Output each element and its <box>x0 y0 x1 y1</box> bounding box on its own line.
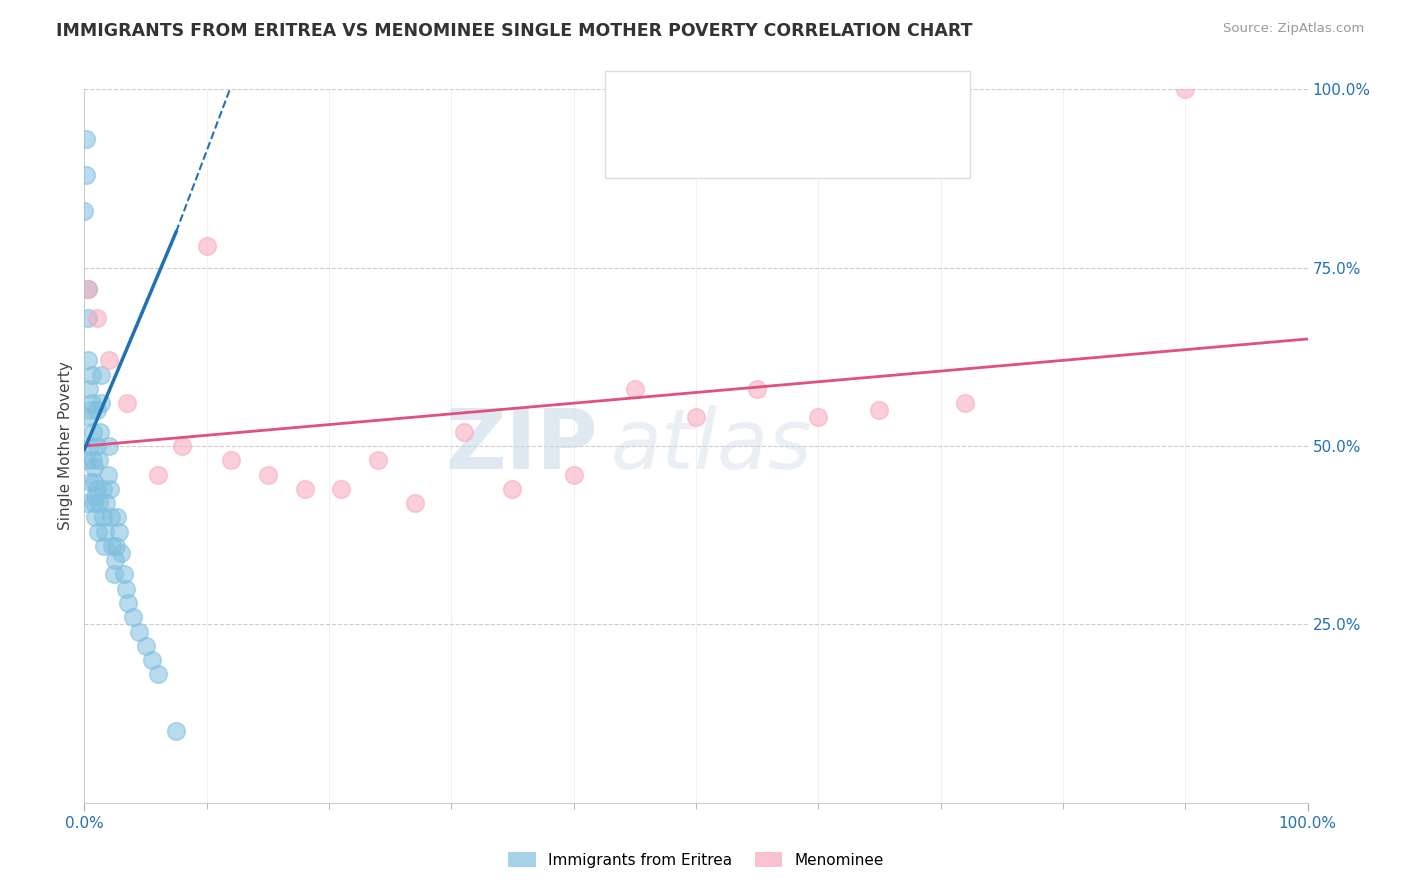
Point <box>122 610 145 624</box>
Text: N =: N = <box>817 139 853 157</box>
Point <box>93 539 115 553</box>
Point <box>110 546 132 560</box>
Point <box>96 496 118 510</box>
Text: 56: 56 <box>868 91 891 109</box>
Point <box>84 510 107 524</box>
Point <box>747 382 769 396</box>
Point <box>294 482 316 496</box>
Text: Source: ZipAtlas.com: Source: ZipAtlas.com <box>1223 22 1364 36</box>
Point <box>453 425 475 439</box>
Point <box>115 396 138 410</box>
Text: N =: N = <box>817 91 853 109</box>
Point <box>91 510 114 524</box>
Point <box>624 382 647 396</box>
Point <box>83 496 105 510</box>
Point <box>135 639 157 653</box>
Point <box>195 239 218 253</box>
Point <box>146 667 169 681</box>
Text: ZIP: ZIP <box>446 406 598 486</box>
Point <box>76 496 98 510</box>
Point <box>107 524 129 539</box>
Point <box>141 653 163 667</box>
Point <box>80 368 103 382</box>
Point <box>100 510 122 524</box>
Point <box>105 539 128 553</box>
Point <box>97 439 120 453</box>
Point <box>75 132 97 146</box>
Text: IMMIGRANTS FROM ERITREA VS MENOMINEE SINGLE MOTHER POVERTY CORRELATION CHART: IMMIGRANTS FROM ERITREA VS MENOMINEE SIN… <box>56 22 973 40</box>
Point <box>1174 82 1197 96</box>
Text: 0.185: 0.185 <box>725 139 778 157</box>
Point <box>128 624 150 639</box>
Point <box>257 467 280 482</box>
Point <box>86 310 108 325</box>
Point <box>146 467 169 482</box>
Point <box>91 482 114 496</box>
Point <box>79 475 101 489</box>
Point <box>103 567 125 582</box>
Point <box>90 396 112 410</box>
Point <box>117 596 139 610</box>
Point <box>79 403 101 417</box>
Point <box>77 282 100 296</box>
Point <box>75 168 97 182</box>
Point <box>685 410 707 425</box>
Point <box>84 489 107 503</box>
Point <box>94 524 117 539</box>
Y-axis label: Single Mother Poverty: Single Mother Poverty <box>58 361 73 531</box>
Point <box>73 203 96 218</box>
Point <box>953 396 976 410</box>
Point <box>86 482 108 496</box>
Bar <box>616 131 652 166</box>
Text: R =: R = <box>664 139 699 157</box>
Point <box>104 553 127 567</box>
Point <box>172 439 194 453</box>
Point <box>89 425 111 439</box>
Point <box>87 524 110 539</box>
Bar <box>616 83 652 118</box>
Point <box>86 439 108 453</box>
Point <box>115 582 138 596</box>
Point <box>87 496 110 510</box>
Point <box>112 567 135 582</box>
Point <box>219 453 242 467</box>
Legend: Immigrants from Eritrea, Menominee: Immigrants from Eritrea, Menominee <box>502 846 890 873</box>
Point <box>82 453 104 467</box>
Point <box>105 510 128 524</box>
Point <box>98 482 121 496</box>
Point <box>165 724 187 739</box>
Point <box>77 310 100 325</box>
Point <box>80 396 103 410</box>
Point <box>82 425 104 439</box>
Text: 23: 23 <box>868 139 891 157</box>
Point <box>367 453 389 467</box>
Point <box>79 439 101 453</box>
Point <box>83 475 105 489</box>
Point <box>404 496 426 510</box>
Point <box>77 410 100 425</box>
Point <box>101 539 124 553</box>
Point <box>330 482 353 496</box>
Text: 0.523: 0.523 <box>725 91 778 109</box>
Point <box>97 467 120 482</box>
Point <box>83 460 105 475</box>
Point <box>77 282 100 296</box>
Point <box>76 453 98 467</box>
Text: R =: R = <box>664 91 699 109</box>
Point <box>90 368 112 382</box>
Point <box>97 353 120 368</box>
Point <box>869 403 891 417</box>
Point <box>87 453 110 467</box>
Point <box>502 482 524 496</box>
Point <box>77 353 100 368</box>
Point <box>86 403 108 417</box>
Point <box>807 410 830 425</box>
Point <box>77 382 100 396</box>
Point <box>562 467 585 482</box>
Text: atlas: atlas <box>610 406 813 486</box>
